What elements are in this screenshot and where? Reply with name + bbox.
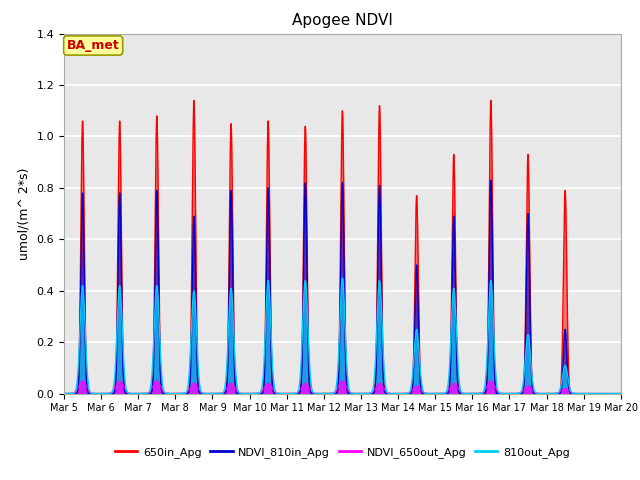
Title: Apogee NDVI: Apogee NDVI [292, 13, 393, 28]
Y-axis label: umol/(m^ 2*s): umol/(m^ 2*s) [18, 168, 31, 260]
Text: BA_met: BA_met [67, 39, 120, 52]
Legend: 650in_Apg, NDVI_810in_Apg, NDVI_650out_Apg, 810out_Apg: 650in_Apg, NDVI_810in_Apg, NDVI_650out_A… [111, 443, 574, 462]
